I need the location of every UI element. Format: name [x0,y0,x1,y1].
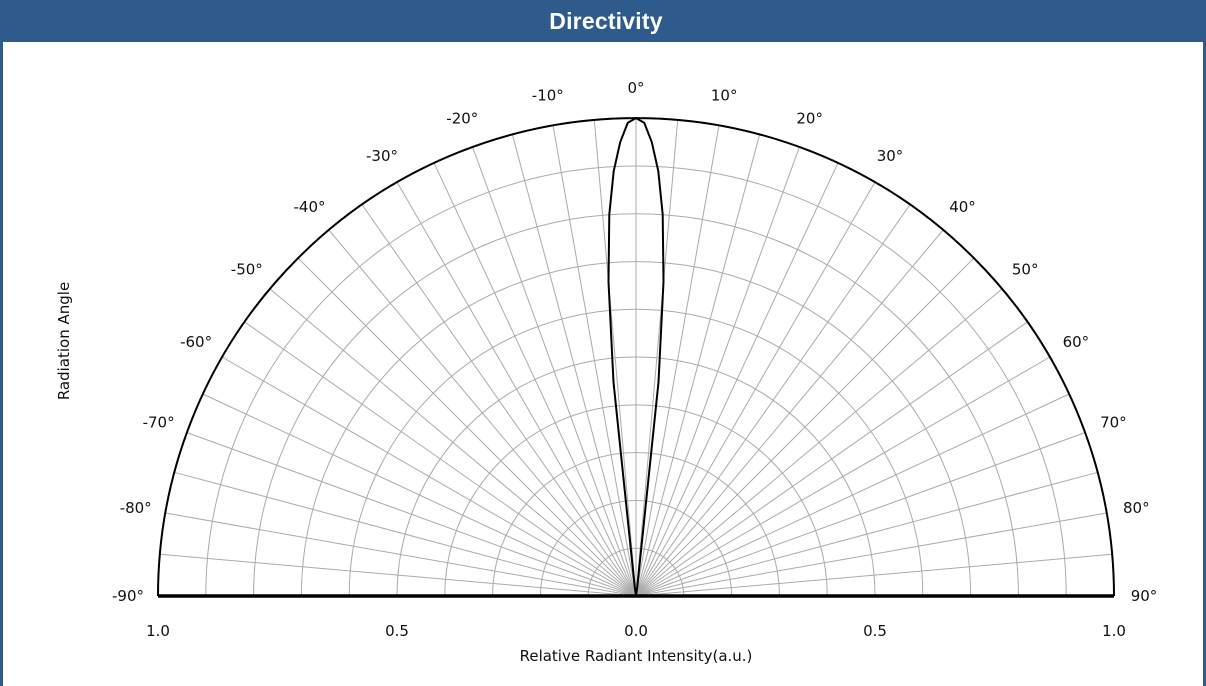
angle-tick-label: 0° [627,79,644,97]
y-axis-label: Radiation Angle [55,282,73,400]
angle-tick-label: -90° [112,587,144,605]
grid-arc [253,213,1019,597]
grid-arc [492,452,780,597]
angle-tick-label: 90° [1131,587,1158,605]
angle-tick-label: -10° [532,87,564,105]
directivity-chart: -90° -80° -70° -60° -50° -40° -30° -20° -10° 0° 10… [55,79,1157,665]
angle-tick-label: 20° [796,110,823,128]
x-axis-label: Relative Radiant Intensity(a.u.) [520,647,753,665]
angle-tick-label: 10° [711,87,738,105]
polar-grid [158,118,1114,597]
panel-title: Directivity [549,7,663,34]
outer-arc [157,117,1115,597]
angle-tick-label: -40° [294,198,326,216]
angle-tick-label: 40° [949,198,976,216]
radial-tick-labels: 1.0 0.5 0.0 0.5 1.0 [146,622,1126,640]
grid-arc [205,165,1067,597]
grid-arc [348,308,924,597]
angle-tick-label: -30° [366,147,398,165]
polar-frame [157,117,1115,598]
angle-tick-label: -50° [231,261,263,279]
angle-tick-label: -70° [143,413,175,431]
radial-tick-label: 0.5 [385,622,409,640]
radial-tick-label: 0.5 [863,622,887,640]
grid-arc [539,499,733,597]
radial-tick-label: 1.0 [1102,622,1126,640]
panel-header: Directivity [3,0,1206,42]
radial-tick-label: 0.0 [624,622,648,640]
radial-tick-label: 1.0 [146,622,170,640]
angle-tick-labels: -90° -80° -70° -60° -50° -40° -30° -20° -10° 0° 10… [112,79,1157,605]
angle-tick-label: 60° [1063,333,1090,351]
angle-tick-label: 50° [1012,261,1039,279]
grid-arc [300,260,972,597]
angle-tick-label: 70° [1100,413,1127,431]
grid-arc [587,547,685,597]
angle-tick-label: -60° [180,333,212,351]
angle-tick-label: -20° [446,110,478,128]
grid-arc [396,356,876,597]
angle-tick-label: 80° [1123,499,1150,517]
angle-tick-label: 30° [877,147,904,165]
angle-tick-label: -80° [120,499,152,517]
grid-arc [444,404,828,597]
